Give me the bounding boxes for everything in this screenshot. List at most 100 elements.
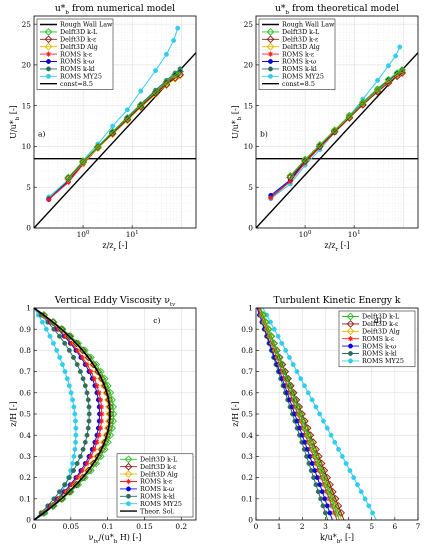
y-tick-label: 5 xyxy=(26,183,31,192)
legend-label: Delft3D k-L xyxy=(362,313,400,321)
data-point xyxy=(175,25,181,31)
data-point xyxy=(309,438,318,447)
data-point xyxy=(329,503,335,509)
data-point xyxy=(306,431,315,440)
legend-label: Rough Wall Law xyxy=(60,21,113,29)
y-tick-label: 1 xyxy=(248,304,253,313)
data-point xyxy=(71,468,76,473)
data-point xyxy=(85,397,91,403)
data-point xyxy=(311,452,320,461)
data-point xyxy=(64,174,73,183)
data-point xyxy=(316,140,324,149)
data-point xyxy=(317,411,323,417)
data-point xyxy=(384,75,393,84)
data-point xyxy=(91,446,97,452)
legend-entry-delft3d-k: Delft3D k-ε xyxy=(342,320,399,328)
data-point xyxy=(152,90,159,96)
legend-label: ROMS MY25 xyxy=(60,73,102,81)
data-point xyxy=(336,446,341,452)
legend-label: Delft3D Alg xyxy=(140,470,178,478)
legend-entry-delft3d-alg: Delft3D Alg xyxy=(342,327,400,336)
y-tick-label: 0.1 xyxy=(241,494,253,503)
data-point xyxy=(164,51,169,57)
series-line xyxy=(67,71,181,178)
panel-annotation: b) xyxy=(260,130,268,139)
data-point xyxy=(80,446,86,452)
legend-marker xyxy=(44,28,53,36)
data-point xyxy=(327,510,333,516)
data-point xyxy=(138,103,144,109)
legend-entry-roms-k: ROMS k-ε xyxy=(120,478,173,486)
data-point xyxy=(320,418,326,424)
data-point xyxy=(163,80,170,86)
data-point xyxy=(71,453,77,459)
y-tick-label: 0.5 xyxy=(241,410,253,419)
data-point xyxy=(298,376,304,382)
legend-marker xyxy=(44,42,53,51)
data-point xyxy=(324,487,333,496)
data-point xyxy=(272,346,281,355)
legend-label: const=8.5 xyxy=(60,80,93,88)
data-point xyxy=(94,142,102,151)
y-tick-label: 0.1 xyxy=(19,494,31,503)
legend-marker xyxy=(346,327,355,336)
data-point xyxy=(322,496,328,502)
data-point xyxy=(312,445,320,454)
grid xyxy=(33,16,197,229)
data-point xyxy=(266,333,272,339)
data-point xyxy=(263,325,272,334)
legend-marker xyxy=(126,501,131,507)
legend-marker xyxy=(268,59,273,64)
x-tick-label: 0.1 xyxy=(102,522,114,531)
data-point xyxy=(318,475,324,481)
data-point xyxy=(123,114,132,122)
data-point xyxy=(66,475,72,481)
y-tick-label: 20 xyxy=(244,61,254,70)
legend-entry-rough-wall-law: Rough Wall Law xyxy=(40,21,113,29)
data-point xyxy=(47,333,53,339)
data-point xyxy=(176,70,184,79)
data-point xyxy=(260,319,267,325)
data-point xyxy=(285,381,294,390)
data-point xyxy=(71,355,76,360)
data-point xyxy=(153,68,159,74)
data-point xyxy=(373,85,382,94)
legend-entry-roms-k: ROMS k-ω xyxy=(120,485,174,493)
legend-label: ROMS k-kl xyxy=(60,65,95,73)
data-point xyxy=(86,404,92,410)
legend-label: ROMS k-ε xyxy=(362,335,395,343)
data-point xyxy=(77,369,83,375)
y-tick-label: 0.7 xyxy=(19,367,31,376)
y-tick-label: 0.4 xyxy=(19,431,31,440)
legend-entry-roms-k: ROMS k-ε xyxy=(40,50,93,58)
data-point xyxy=(287,390,293,396)
data-point xyxy=(73,439,79,445)
series-delft3d-k-l xyxy=(33,307,118,521)
data-point xyxy=(317,466,325,475)
y-axis-label: z/H [-] xyxy=(9,401,18,426)
y-tick-label: 0.8 xyxy=(19,346,31,355)
x-tick-label: 5 xyxy=(369,522,374,531)
series-line xyxy=(67,74,181,179)
data-point xyxy=(97,425,104,431)
data-point xyxy=(62,369,68,375)
data-point xyxy=(72,411,78,417)
legend-label: Delft3D k-L xyxy=(282,28,320,36)
legend-entry-delft3d-k: Delft3D k-ε xyxy=(120,462,177,471)
data-point xyxy=(264,325,273,334)
data-point xyxy=(261,318,269,326)
y-tick-label: 0.6 xyxy=(19,388,31,397)
series-line xyxy=(259,307,343,521)
legend-entry-delft3d-k: Delft3D k-ε xyxy=(40,35,97,44)
y-tick-label: 25 xyxy=(244,20,254,29)
data-point xyxy=(304,431,312,440)
panel-annotation: a) xyxy=(38,130,46,139)
data-point xyxy=(84,361,90,368)
legend-label: ROMS k-kl xyxy=(362,350,397,358)
series-delft3d-k-l xyxy=(64,67,184,182)
data-point xyxy=(375,77,381,83)
legend-label: const=8.5 xyxy=(282,80,315,88)
